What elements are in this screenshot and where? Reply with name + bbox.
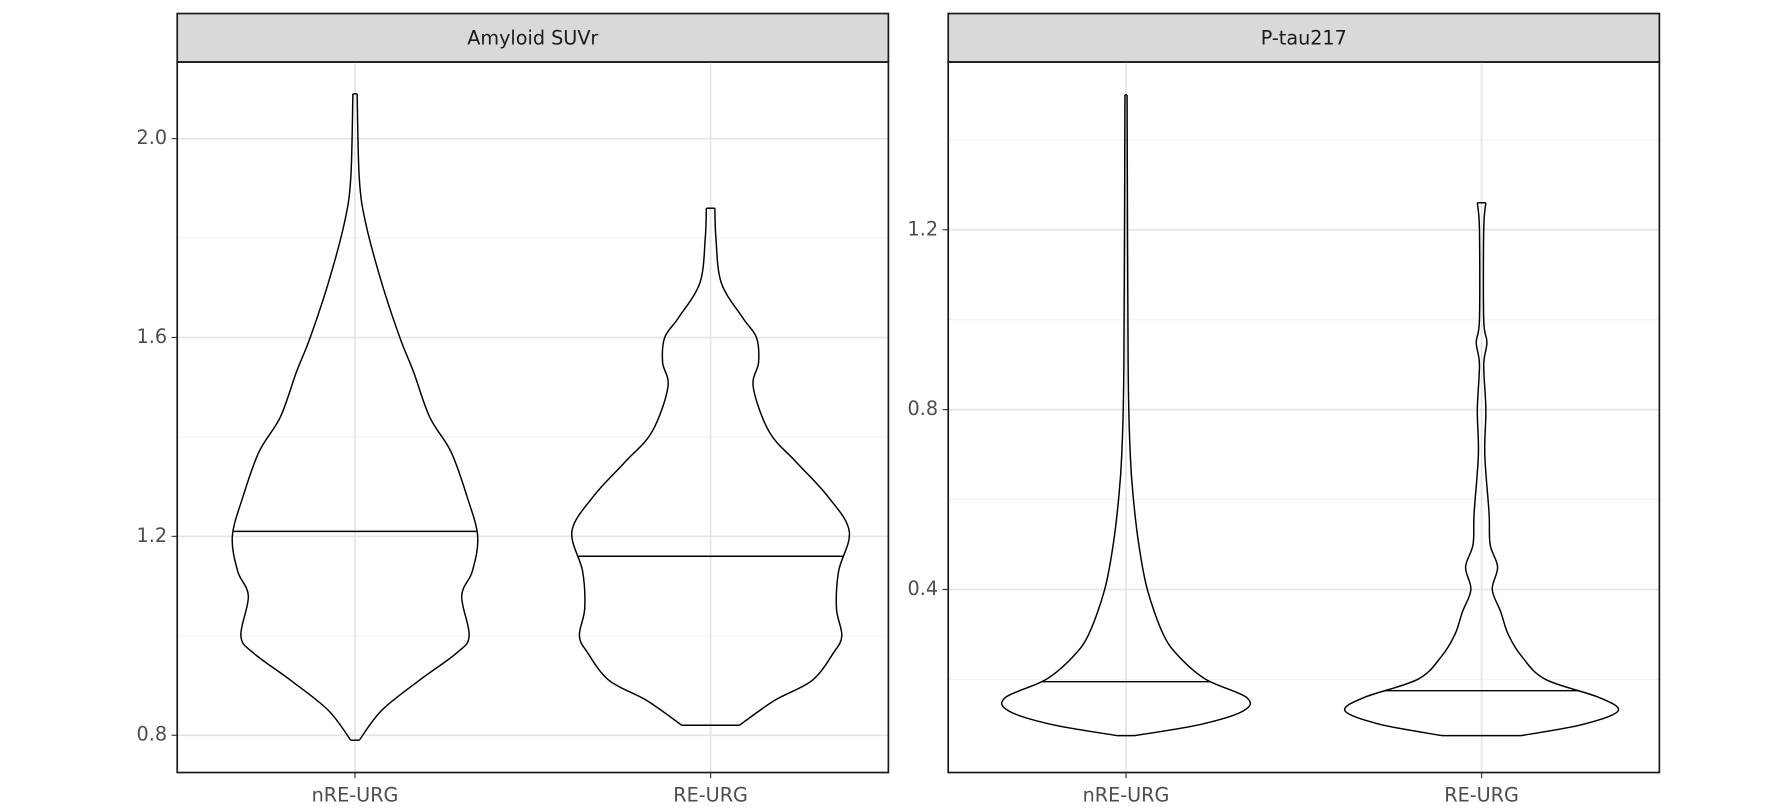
strip-title: P-tau217 [1261, 26, 1347, 49]
violin-right [1482, 202, 1620, 737]
violin-right [1126, 94, 1252, 737]
y-tick-label: 1.6 [137, 325, 168, 348]
violin-right [356, 93, 479, 741]
y-tick-label: 1.2 [137, 524, 168, 547]
panel-border [947, 61, 1661, 774]
y-tick-label: 0.8 [137, 723, 168, 746]
y-tick-label: 2.0 [137, 126, 168, 149]
violin-left [571, 208, 708, 726]
panel-border [176, 61, 890, 774]
violin-right [714, 208, 851, 726]
strip-background [947, 12, 1661, 63]
y-tick-label: 1.2 [908, 217, 939, 240]
violin-left [231, 93, 354, 741]
y-tick-label: 0.8 [908, 397, 939, 420]
strip-background [176, 12, 890, 63]
strip-title: Amyloid SUVr [467, 26, 598, 49]
x-tick-label: nRE-URG [1083, 784, 1170, 807]
violin-left [1343, 202, 1481, 737]
x-tick-label: nRE-URG [312, 784, 399, 807]
x-tick-label: RE-URG [673, 784, 748, 807]
x-tick-label: RE-URG [1444, 784, 1519, 807]
y-tick-label: 0.4 [908, 577, 939, 600]
violin-left [1000, 94, 1126, 737]
